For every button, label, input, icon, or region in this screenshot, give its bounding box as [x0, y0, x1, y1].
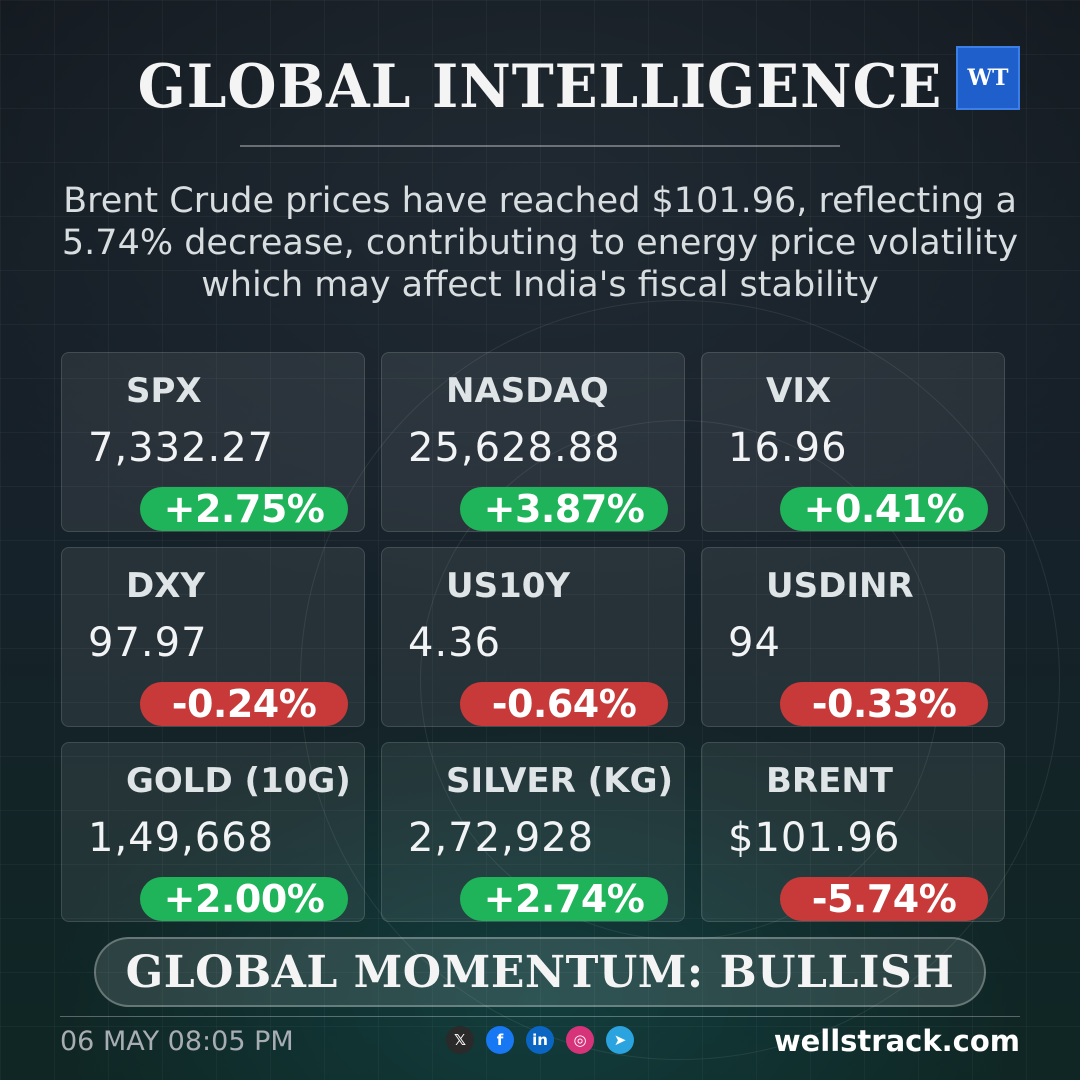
change-badge: +3.87%	[460, 487, 668, 531]
ticker-name: BRENT	[766, 761, 893, 801]
change-badge: -0.24%	[140, 682, 348, 726]
instagram-icon[interactable]: ◎	[566, 1026, 594, 1054]
ticker-card: DXY 97.97 -0.24%	[61, 547, 365, 727]
change-badge: +2.75%	[140, 487, 348, 531]
ticker-value: 2,72,928	[408, 815, 595, 861]
change-badge: +2.00%	[140, 877, 348, 921]
ticker-name: USDINR	[766, 566, 914, 606]
ticker-value: 94	[728, 620, 781, 666]
ticker-value: 1,49,668	[88, 815, 275, 861]
momentum-banner: GLOBAL MOMENTUM: BULLISH	[94, 937, 986, 1007]
ticker-name: DXY	[126, 566, 206, 606]
ticker-value: $101.96	[728, 815, 901, 861]
telegram-icon[interactable]: ➤	[606, 1026, 634, 1054]
change-badge: -0.33%	[780, 682, 988, 726]
x-icon[interactable]: 𝕏	[446, 1026, 474, 1054]
ticker-card: SILVER (KG) 2,72,928 +2.74%	[381, 742, 685, 922]
change-badge: +0.41%	[780, 487, 988, 531]
ticker-card: BRENT $101.96 -5.74%	[701, 742, 1005, 922]
ticker-value: 25,628.88	[408, 425, 621, 471]
footer-divider	[60, 1016, 1020, 1017]
ticker-name: NASDAQ	[446, 371, 609, 411]
timestamp: 06 MAY 08:05 PM	[60, 1026, 294, 1057]
wellstrack-logo: WT	[956, 46, 1020, 110]
ticker-value: 7,332.27	[88, 425, 275, 471]
linkedin-icon[interactable]: in	[526, 1026, 554, 1054]
change-badge: -5.74%	[780, 877, 988, 921]
ticker-card: USDINR 94 -0.33%	[701, 547, 1005, 727]
facebook-icon[interactable]: f	[486, 1026, 514, 1054]
ticker-card: SPX 7,332.27 +2.75%	[61, 352, 365, 532]
ticker-card: VIX 16.96 +0.41%	[701, 352, 1005, 532]
change-badge: +2.74%	[460, 877, 668, 921]
ticker-name: SILVER (KG)	[446, 761, 674, 801]
headline-text: Brent Crude prices have reached $101.96,…	[61, 181, 1019, 305]
ticker-value: 97.97	[88, 620, 208, 666]
ticker-name: GOLD (10G)	[126, 761, 351, 801]
ticker-name: VIX	[766, 371, 832, 411]
ticker-card: NASDAQ 25,628.88 +3.87%	[381, 352, 685, 532]
title-divider	[240, 145, 840, 147]
ticker-name: SPX	[126, 371, 202, 411]
logo-text: WT	[967, 65, 1009, 91]
ticker-card: US10Y 4.36 -0.64%	[381, 547, 685, 727]
ticker-value: 16.96	[728, 425, 848, 471]
page-title: GLOBAL INTELLIGENCE	[137, 52, 943, 122]
ticker-card: GOLD (10G) 1,49,668 +2.00%	[61, 742, 365, 922]
ticker-value: 4.36	[408, 620, 502, 666]
site-link[interactable]: wellstrack.com	[773, 1024, 1020, 1058]
ticker-name: US10Y	[446, 566, 571, 606]
change-badge: -0.64%	[460, 682, 668, 726]
